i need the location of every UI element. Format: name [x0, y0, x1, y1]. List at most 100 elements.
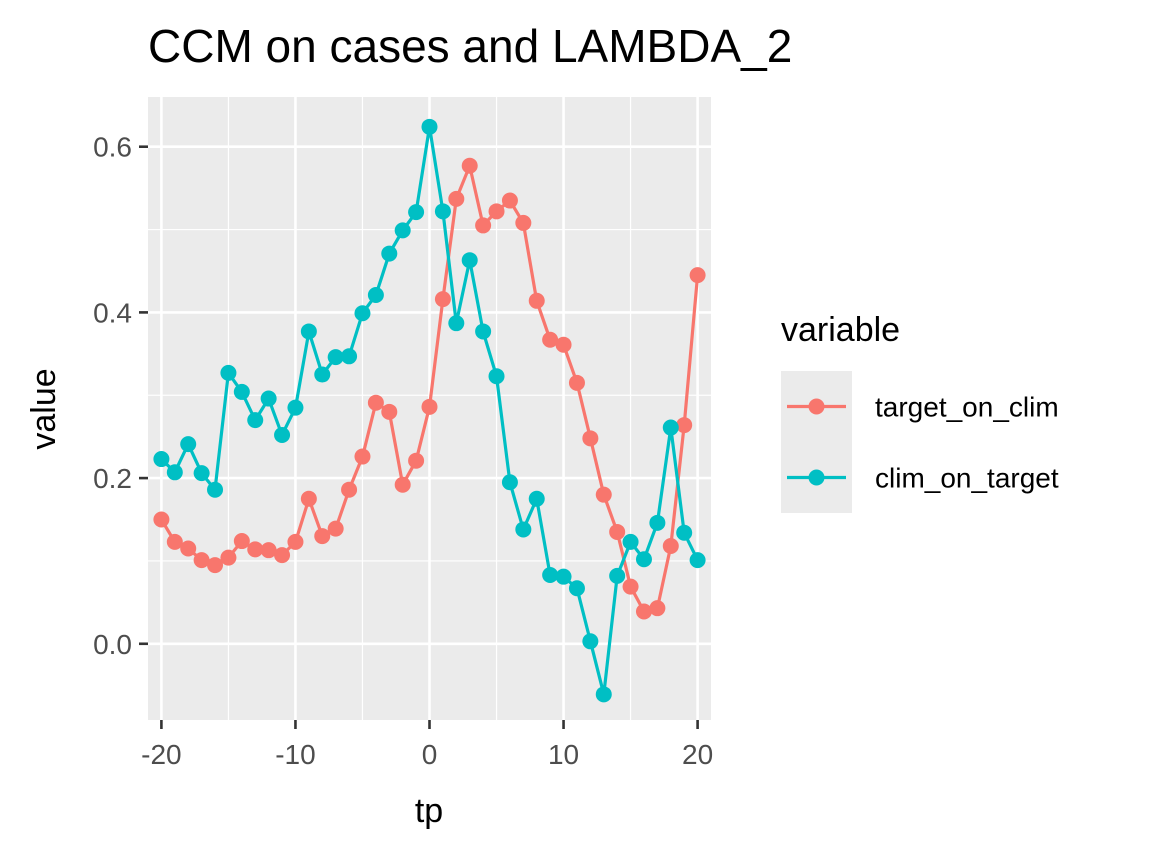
legend-label: clim_on_target: [875, 463, 1059, 494]
data-point-target_on_clim: [207, 557, 224, 574]
data-point-clim_on_target: [153, 451, 170, 468]
data-point-clim_on_target: [501, 474, 518, 491]
data-point-clim_on_target: [609, 567, 626, 584]
data-point-clim_on_target: [649, 514, 666, 531]
data-point-clim_on_target: [434, 203, 451, 220]
data-point-target_on_clim: [341, 481, 358, 498]
series-clim_on_target: [153, 118, 706, 703]
data-point-target_on_clim: [300, 490, 317, 507]
legend-key-point: [808, 398, 825, 415]
legend: variable target_on_clim clim_on_target: [781, 311, 1059, 513]
data-point-target_on_clim: [568, 374, 585, 391]
data-point-clim_on_target: [461, 252, 478, 269]
data-point-target_on_clim: [260, 542, 277, 559]
x-tick-label: 10: [548, 739, 579, 770]
y-tick-label: 0.0: [93, 629, 132, 660]
data-point-clim_on_target: [488, 368, 505, 385]
data-point-target_on_clim: [434, 291, 451, 308]
data-point-clim_on_target: [582, 633, 599, 650]
data-point-target_on_clim: [314, 528, 331, 545]
axis-tick-labels: -20 -10 0 10 20 0.0 0.2 0.4 0.6: [93, 132, 713, 770]
data-point-clim_on_target: [475, 323, 492, 340]
data-point-clim_on_target: [421, 118, 438, 135]
data-point-target_on_clim: [595, 486, 612, 503]
data-point-target_on_clim: [662, 538, 679, 555]
legend-item-target_on_clim: target_on_clim: [781, 371, 1059, 442]
data-point-clim_on_target: [622, 533, 639, 550]
data-point-target_on_clim: [582, 430, 599, 447]
legend-key-point: [808, 469, 825, 486]
data-point-target_on_clim: [555, 336, 572, 353]
data-point-clim_on_target: [662, 419, 679, 436]
data-point-clim_on_target: [260, 390, 277, 407]
data-point-target_on_clim: [622, 578, 639, 595]
data-point-target_on_clim: [394, 476, 411, 493]
data-point-target_on_clim: [676, 417, 693, 434]
data-point-target_on_clim: [408, 452, 425, 469]
data-point-clim_on_target: [515, 521, 532, 538]
data-point-target_on_clim: [193, 552, 210, 569]
data-point-clim_on_target: [381, 245, 398, 262]
data-point-clim_on_target: [408, 204, 425, 221]
data-point-target_on_clim: [635, 603, 652, 620]
data-point-target_on_clim: [649, 600, 666, 617]
data-point-clim_on_target: [327, 349, 344, 366]
data-point-target_on_clim: [220, 549, 237, 566]
data-point-clim_on_target: [394, 222, 411, 239]
data-point-target_on_clim: [381, 403, 398, 420]
data-point-clim_on_target: [287, 399, 304, 416]
data-point-target_on_clim: [488, 203, 505, 220]
data-point-clim_on_target: [247, 412, 264, 429]
data-point-clim_on_target: [220, 364, 237, 381]
x-axis-title: tp: [415, 792, 443, 830]
legend-items: target_on_clim clim_on_target: [781, 371, 1059, 513]
y-tick-label: 0.4: [93, 297, 132, 328]
data-point-clim_on_target: [233, 383, 250, 400]
legend-title: variable: [781, 311, 900, 349]
data-point-clim_on_target: [595, 686, 612, 703]
data-point-clim_on_target: [528, 490, 545, 507]
data-point-target_on_clim: [542, 331, 559, 348]
data-point-target_on_clim: [475, 217, 492, 234]
x-tick-label: 20: [682, 739, 713, 770]
data-point-target_on_clim: [247, 541, 264, 558]
data-point-clim_on_target: [193, 465, 210, 482]
data-point-clim_on_target: [448, 315, 465, 332]
series-layer: [153, 118, 706, 703]
data-point-target_on_clim: [421, 398, 438, 415]
data-point-clim_on_target: [180, 436, 197, 453]
data-point-target_on_clim: [287, 533, 304, 550]
data-point-target_on_clim: [233, 533, 250, 550]
data-point-target_on_clim: [354, 448, 371, 465]
chart-title: CCM on cases and LAMBDA_2: [148, 20, 792, 72]
data-point-target_on_clim: [166, 533, 183, 550]
data-point-clim_on_target: [555, 568, 572, 585]
data-point-target_on_clim: [689, 267, 706, 284]
data-point-clim_on_target: [568, 580, 585, 597]
data-point-clim_on_target: [300, 323, 317, 340]
y-tick-label: 0.6: [93, 132, 132, 163]
data-point-clim_on_target: [166, 464, 183, 481]
series-target_on_clim: [153, 157, 706, 620]
y-tick-label: 0.2: [93, 463, 132, 494]
data-point-target_on_clim: [180, 540, 197, 557]
data-point-target_on_clim: [461, 157, 478, 174]
data-point-target_on_clim: [515, 214, 532, 231]
axis-ticks: [139, 145, 699, 729]
data-point-target_on_clim: [274, 547, 291, 564]
data-point-clim_on_target: [542, 567, 559, 584]
data-point-clim_on_target: [689, 552, 706, 569]
data-point-target_on_clim: [327, 520, 344, 537]
data-point-target_on_clim: [609, 523, 626, 540]
data-point-clim_on_target: [274, 427, 291, 444]
data-point-target_on_clim: [528, 292, 545, 309]
legend-item-clim_on_target: clim_on_target: [781, 442, 1059, 513]
x-tick-label: 0: [422, 739, 438, 770]
y-axis-title: value: [25, 368, 63, 449]
data-point-target_on_clim: [501, 192, 518, 209]
data-point-clim_on_target: [635, 551, 652, 568]
data-point-target_on_clim: [153, 511, 170, 528]
data-point-clim_on_target: [367, 287, 384, 304]
